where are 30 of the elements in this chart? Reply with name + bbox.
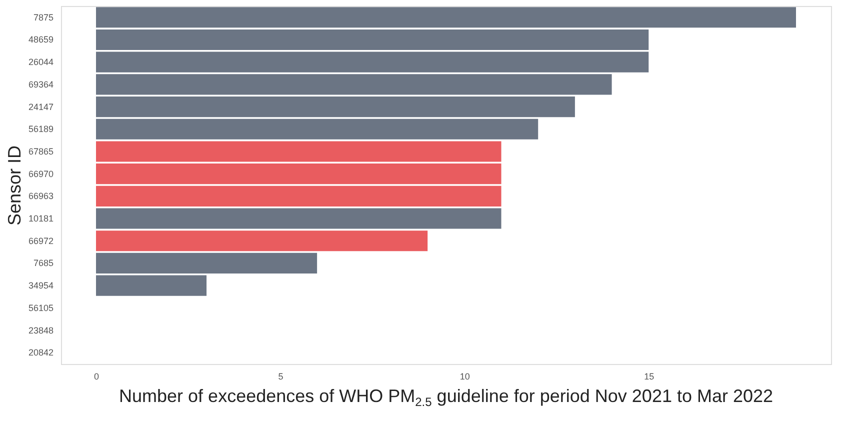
- bar: [96, 7, 796, 28]
- bar: [96, 96, 575, 118]
- y-tick-label: 7685: [33, 258, 54, 268]
- y-tick-label: 48659: [28, 34, 54, 45]
- y-tick-label: 34954: [28, 280, 54, 291]
- x-tick-label: 10: [460, 372, 470, 382]
- y-tick-label: 69364: [28, 79, 54, 90]
- y-tick-label: 23848: [28, 325, 54, 336]
- y-tick-label: 66970: [28, 168, 54, 179]
- y-tick-label: 20842: [28, 348, 54, 358]
- x-tick-label: 0: [94, 372, 100, 382]
- bar: [96, 29, 649, 50]
- y-axis-title: Sensor ID: [4, 145, 24, 226]
- y-tick-label: 24147: [28, 102, 54, 112]
- bar: [96, 252, 318, 274]
- y-tick-label: 66963: [28, 191, 54, 202]
- y-tick-label: 56105: [28, 302, 54, 313]
- bar: [96, 208, 502, 229]
- bar: [96, 230, 428, 252]
- y-tick-label: 56189: [28, 124, 54, 134]
- y-tick-label: 66972: [28, 236, 54, 246]
- bar: [96, 186, 502, 206]
- x-tick-label: 5: [278, 372, 284, 382]
- y-tick-label: 7875: [33, 12, 54, 22]
- y-tick-label: 26044: [28, 57, 54, 68]
- y-tick-label: 67865: [28, 146, 54, 156]
- x-tick-label: 15: [644, 372, 654, 382]
- y-tick-label: 10181: [28, 214, 54, 224]
- bar: [96, 118, 538, 140]
- bar: [96, 275, 207, 296]
